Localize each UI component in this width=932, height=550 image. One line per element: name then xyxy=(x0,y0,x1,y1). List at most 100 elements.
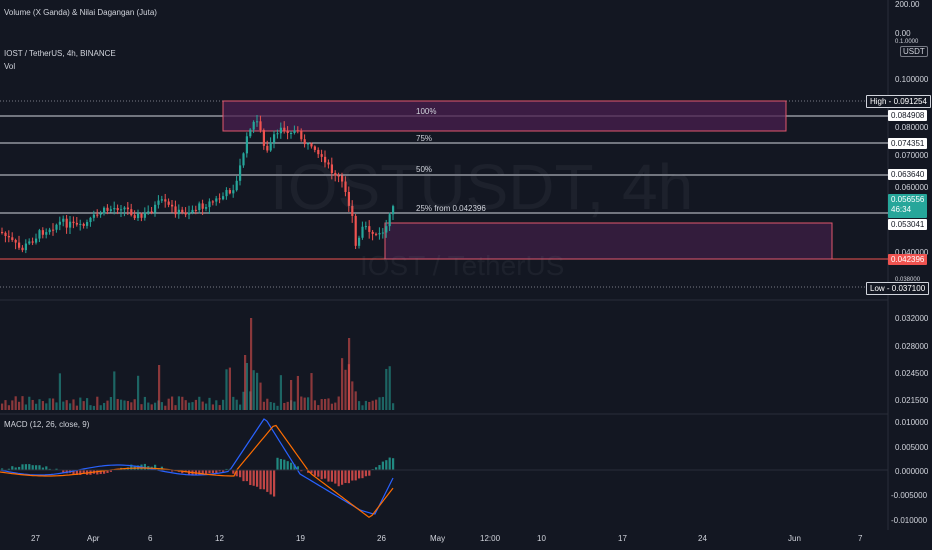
candle xyxy=(157,200,160,205)
volume-bar xyxy=(143,396,146,410)
candle xyxy=(150,211,153,213)
time-label: 27 xyxy=(31,534,40,543)
candle xyxy=(24,243,27,251)
macd-histogram-bar xyxy=(341,470,344,485)
high-price-tag: High - 0.091254 xyxy=(866,95,931,108)
volume-bar xyxy=(11,400,14,410)
candle xyxy=(35,238,38,243)
macd-histogram-bar xyxy=(130,464,133,470)
macd-histogram-bar xyxy=(300,470,303,472)
candle xyxy=(143,212,146,218)
candle xyxy=(65,218,68,228)
volume-bar xyxy=(327,398,330,410)
macd-histogram-bar xyxy=(24,464,27,470)
macd-histogram-bar xyxy=(45,466,48,470)
volume-bar xyxy=(69,403,72,410)
time-label: 12:00 xyxy=(480,534,501,543)
time-label: 7 xyxy=(858,534,863,543)
volume-bar xyxy=(259,382,262,410)
volume-bar xyxy=(113,371,116,410)
time-label: May xyxy=(430,534,446,543)
macd-histogram-bar xyxy=(330,470,333,482)
price-tag: 0.053041 xyxy=(888,219,928,230)
symbol-watermark: IOSTUSDT, 4h xyxy=(270,151,694,223)
macd-histogram-bar xyxy=(18,466,21,470)
volume-scale-label: 0.028000 xyxy=(895,342,929,351)
volume-bar xyxy=(222,399,225,410)
volume-bar xyxy=(31,399,34,410)
macd-histogram-bar xyxy=(361,470,364,479)
macd-histogram-bar xyxy=(307,470,310,473)
candle xyxy=(96,214,99,216)
candle xyxy=(11,237,14,240)
volume-bar xyxy=(126,400,129,410)
volume-bar xyxy=(242,391,245,410)
vol-label[interactable]: Vol xyxy=(4,62,16,71)
macd-histogram-bar xyxy=(259,470,262,490)
candle xyxy=(327,162,330,165)
macd-histogram-bar xyxy=(242,470,245,482)
volume-bar xyxy=(232,396,235,410)
volume-spike xyxy=(348,338,351,410)
volume-bar xyxy=(354,391,357,410)
candle xyxy=(164,199,167,202)
candle xyxy=(89,217,92,223)
volume-bar xyxy=(58,373,61,410)
currency-button[interactable]: USDT xyxy=(900,46,928,57)
candle xyxy=(344,181,347,192)
candle xyxy=(354,215,357,246)
candle xyxy=(38,230,41,239)
candle xyxy=(228,190,231,194)
top-scale-value-1: 200.00 xyxy=(895,0,920,9)
macd-histogram-bar xyxy=(41,467,44,470)
volume-bar xyxy=(99,405,102,410)
volume-scale-label: 0.024500 xyxy=(895,369,929,378)
volume-bar xyxy=(140,404,143,410)
volume-spike xyxy=(244,355,247,410)
candle xyxy=(194,209,197,211)
candle xyxy=(147,211,150,213)
macd-histogram-bar xyxy=(11,466,14,470)
volume-bar xyxy=(283,402,286,410)
candle xyxy=(45,232,48,235)
volume-bar xyxy=(378,397,381,410)
candle xyxy=(201,203,204,209)
macd-histogram-bar xyxy=(55,468,58,470)
candle xyxy=(266,145,269,151)
price-tag: 0.084908 xyxy=(888,110,928,121)
macd-label[interactable]: MACD (12, 26, close, 9) xyxy=(4,420,90,429)
macd-histogram-bar xyxy=(296,466,299,470)
volume-bar xyxy=(106,400,109,410)
symbol-info[interactable]: IOST / TetherUS, 4h, BINANCE xyxy=(4,49,116,58)
volume-bar xyxy=(4,400,7,410)
macd-histogram-bar xyxy=(266,470,269,492)
macd-histogram-bar xyxy=(375,467,378,470)
candle xyxy=(300,130,303,140)
volume-bar xyxy=(235,399,238,410)
volume-spike xyxy=(290,380,293,410)
volume-bar xyxy=(256,372,259,410)
candle xyxy=(79,223,82,225)
macd-histogram-bar xyxy=(75,470,78,475)
demand-zone xyxy=(384,222,833,260)
candle xyxy=(283,127,286,132)
macd-histogram-bar xyxy=(211,470,214,474)
volume-bar xyxy=(41,401,44,410)
signal-line xyxy=(0,424,394,519)
candle xyxy=(184,212,187,215)
macd-histogram-bar xyxy=(28,464,31,470)
candle xyxy=(269,142,272,151)
volume-bar xyxy=(279,375,282,410)
candle xyxy=(120,209,123,211)
candle xyxy=(256,121,259,123)
candle xyxy=(1,232,4,233)
volume-bar xyxy=(371,400,374,410)
candle xyxy=(310,143,313,147)
candle xyxy=(290,132,293,134)
volume-bar xyxy=(228,367,231,410)
macd-histogram-bar xyxy=(324,470,327,479)
macd-histogram-bar xyxy=(245,470,248,482)
volume-bar xyxy=(245,362,248,410)
volume-indicator-label[interactable]: Volume (X Ganda) & Nilai Dagangan (Juta) xyxy=(4,8,157,17)
